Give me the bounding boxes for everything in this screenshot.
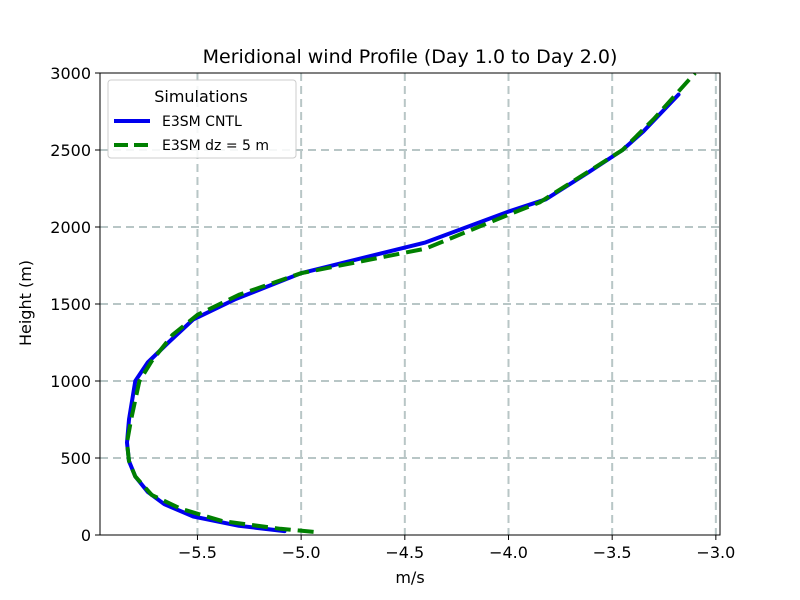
- y-tick-label: 2000: [50, 218, 91, 237]
- x-tick-label: −3.0: [696, 543, 735, 562]
- x-tick-label: −5.0: [282, 543, 321, 562]
- x-axis-title: m/s: [395, 568, 424, 587]
- y-tick-label: 0: [81, 526, 91, 545]
- x-tick-label: −4.0: [489, 543, 528, 562]
- legend-title: Simulations: [154, 87, 248, 106]
- x-tick-label: −3.5: [593, 543, 632, 562]
- y-tick-label: 2500: [50, 141, 91, 160]
- legend: Simulations E3SM CNTL E3SM dz = 5 m: [107, 79, 297, 159]
- series-line-e3sm-dz5m: [125, 73, 697, 534]
- legend-box: [107, 79, 297, 159]
- legend-label-e3sm-dz5m: E3SM dz = 5 m: [162, 138, 269, 154]
- y-tick-label: 3000: [50, 64, 91, 83]
- ticks: −5.5 −5.0 −4.5 −4.0 −3.5 −3.0 0 500 1000 1500 2000…: [50, 64, 735, 562]
- y-tick-label: 1500: [50, 295, 91, 314]
- x-tick-label: −4.5: [385, 543, 424, 562]
- y-tick-label: 500: [60, 449, 91, 468]
- legend-label-e3sm-cntl: E3SM CNTL: [162, 114, 242, 130]
- y-axis-title: Height (m): [16, 260, 35, 346]
- x-tick-label: −5.5: [178, 543, 217, 562]
- chart-title: Meridional wind Profile (Day 1.0 to Day …: [203, 46, 618, 68]
- y-tick-label: 1000: [50, 372, 91, 391]
- series-layer: [125, 73, 697, 534]
- grid: [100, 73, 720, 535]
